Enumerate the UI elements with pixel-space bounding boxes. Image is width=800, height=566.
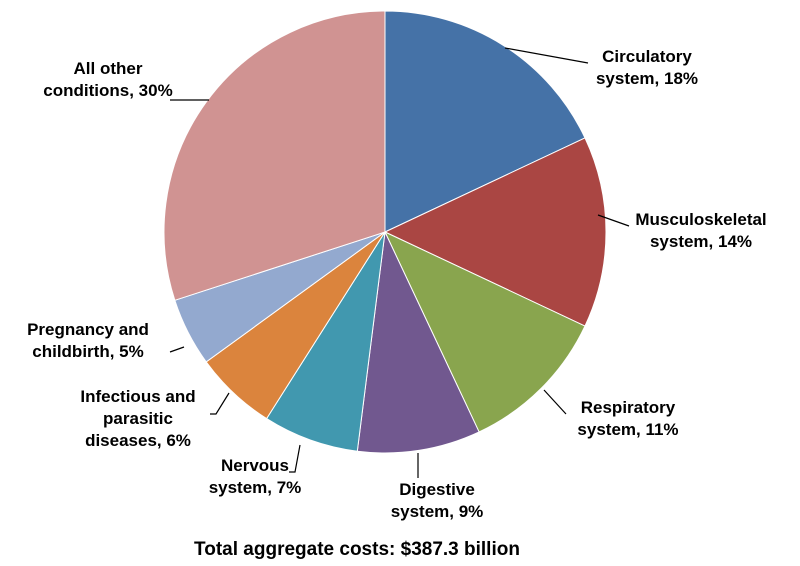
leader-line-1 [504, 47, 589, 64]
slice-label-line: system, 7% [209, 478, 302, 497]
slice-label-2: Musculoskeletal system, 14% [635, 210, 766, 251]
slice-label-3: Respiratory system, 11% [577, 398, 678, 439]
pie-slice-8 [163, 10, 386, 301]
slice-label-line: Musculoskeletal [635, 210, 766, 229]
leader-line-6 [210, 392, 230, 415]
pie-slice-1 [384, 10, 586, 233]
slice-label-line: Digestive [399, 480, 475, 499]
pie-slice-3 [383, 230, 586, 433]
slice-label-line: system, 11% [577, 420, 678, 439]
chart-footer: Total aggregate costs: $387.3 billion [194, 539, 520, 560]
slice-label-line: Infectious and [80, 387, 195, 406]
leader-line-3 [543, 389, 567, 415]
slice-label-4: Digestive system, 9% [391, 480, 484, 521]
slice-label-line: system, 9% [391, 502, 484, 521]
slice-label-line: Respiratory [581, 398, 676, 417]
slice-label-line: Nervous [221, 456, 289, 475]
slice-labels: Circulatory system, 18% Musculoskeletal sys… [27, 47, 767, 521]
slice-label-8: All other conditions, 30% [43, 59, 172, 100]
slice-label-6: Infectious and parasitic diseases, 6% [80, 387, 195, 450]
pie-slices [163, 10, 607, 454]
slice-label-line: parasitic [103, 409, 173, 428]
slice-label-line: Circulatory [602, 47, 692, 66]
leader-line-2 [597, 214, 630, 227]
slice-label-line: diseases, 6% [85, 431, 191, 450]
slice-label-line: system, 14% [650, 232, 752, 251]
slice-label-1: Circulatory system, 18% [596, 47, 698, 88]
pie-slice-2 [383, 137, 607, 327]
leader-line-5 [289, 444, 301, 473]
slice-label-line: childbirth, 5% [32, 342, 143, 361]
slice-label-line: All other [74, 59, 143, 78]
slice-label-line: Pregnancy and [27, 320, 149, 339]
leader-line-7 [169, 346, 185, 353]
pie-slice-4 [356, 230, 480, 454]
slice-label-line: conditions, 30% [43, 81, 172, 100]
slice-label-7: Pregnancy and childbirth, 5% [27, 320, 149, 361]
leader-lines [169, 47, 630, 478]
slice-label-5: Nervous system, 7% [209, 456, 302, 497]
slice-label-line: system, 18% [596, 69, 698, 88]
